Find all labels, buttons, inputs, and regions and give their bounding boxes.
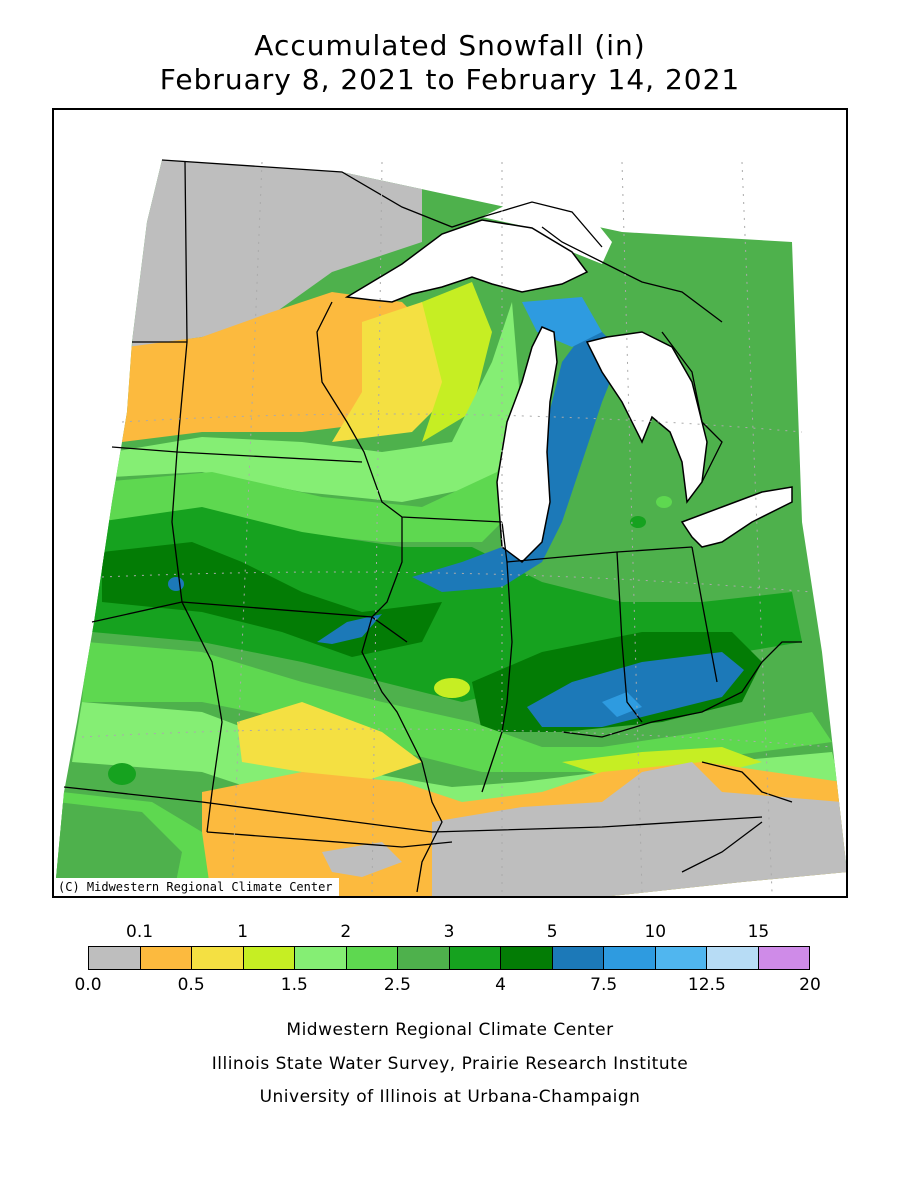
legend-label: 15	[747, 922, 770, 942]
legend-label: 7.5	[590, 975, 618, 995]
legend-swatch	[449, 947, 501, 969]
legend-label: 3	[443, 922, 455, 942]
legend-swatch	[501, 947, 553, 969]
graticule	[81, 161, 833, 893]
legend-swatch	[140, 947, 192, 969]
snowfall-fields	[54, 160, 846, 896]
snowfall-region	[108, 763, 136, 785]
snowfall-region	[332, 302, 457, 442]
legend-label: 1	[237, 922, 249, 942]
legend-label: 10	[644, 922, 667, 942]
snowfall-region	[82, 642, 832, 772]
lake-water	[587, 332, 707, 502]
snowfall-region	[168, 577, 184, 591]
map-canvas	[54, 159, 846, 896]
legend-label: 12.5	[687, 975, 726, 995]
legend-swatch	[243, 947, 295, 969]
state-borders	[63, 159, 802, 893]
copyright-notice: (C) Midwestern Regional Climate Center	[54, 878, 339, 896]
snowfall-region	[432, 762, 846, 896]
map-title: Accumulated Snowfall (in)	[254, 29, 646, 62]
legend-swatch	[707, 947, 759, 969]
snowfall-region	[630, 516, 646, 528]
legend-label: 0.0	[74, 975, 102, 995]
credit-university: University of Illinois at Urbana-Champai…	[259, 1087, 641, 1107]
snowfall-region	[412, 322, 622, 592]
snowfall-region	[54, 802, 182, 896]
snowfall-region	[522, 297, 602, 347]
legend-swatch	[89, 947, 141, 969]
legend-label: 2.5	[383, 975, 411, 995]
credit-org: Midwestern Regional Climate Center	[286, 1020, 614, 1040]
snowfall-region	[602, 692, 642, 717]
snowfall-region	[527, 652, 744, 727]
legend-label: 20	[799, 975, 821, 995]
legend-swatch	[346, 947, 398, 969]
legend-label: 0.1	[126, 922, 154, 942]
legend-label: 4	[495, 975, 506, 995]
legend-swatch	[192, 947, 244, 969]
legend-label: 2	[340, 922, 352, 942]
lake-water	[497, 327, 557, 562]
lake-water	[347, 220, 587, 302]
lake-outlines	[344, 219, 793, 563]
legend-swatch	[655, 947, 707, 969]
legend-label: 5	[546, 922, 558, 942]
legend-label: 1.5	[280, 975, 308, 995]
map-date-range: February 8, 2021 to February 14, 2021	[159, 63, 741, 96]
legend-swatch	[552, 947, 604, 969]
snowfall-region	[237, 702, 422, 782]
legend-swatch	[295, 947, 347, 969]
snowfall-region	[656, 496, 672, 508]
snowfall-region	[132, 160, 422, 347]
lake-water	[682, 487, 792, 547]
legend-swatch	[398, 947, 450, 969]
snowfall-map: (C) Midwestern Regional Climate Center	[52, 108, 848, 898]
snowfall-region	[317, 614, 382, 644]
color-legend	[88, 946, 810, 970]
credit-survey: Illinois State Water Survey, Prairie Res…	[211, 1054, 689, 1074]
legend-label: 0.5	[177, 975, 205, 995]
snowfall-region	[112, 302, 522, 502]
snowfall-region	[322, 842, 402, 877]
snowfall-region	[434, 678, 470, 698]
legend-swatch	[604, 947, 656, 969]
legend-swatch	[758, 947, 809, 969]
